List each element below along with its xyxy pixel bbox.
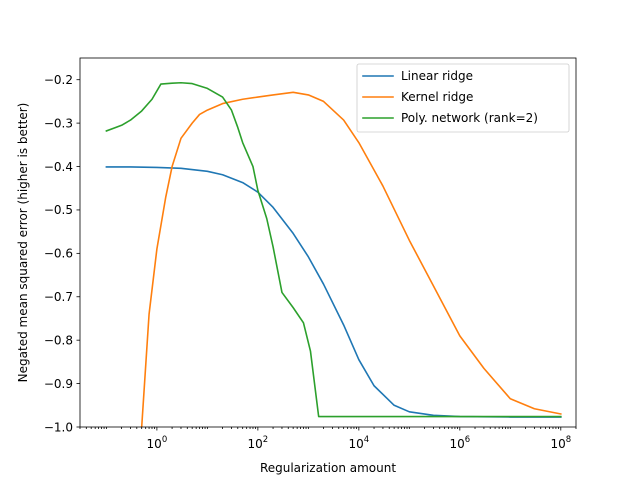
- x-axis-ticks: 100 102 104 106 108: [79, 427, 577, 451]
- x-tick-label: 106: [449, 435, 470, 451]
- series-line-kernel-ridge: [140, 91, 562, 427]
- y-tick-label: −0.4: [44, 160, 73, 174]
- y-tick-label: −0.8: [44, 333, 73, 347]
- series-line-poly-network-rank-2: [105, 81, 562, 418]
- y-tick-label: −0.3: [44, 116, 73, 130]
- y-tick-label: −0.5: [44, 203, 73, 217]
- y-axis-label: Negated mean squared error (higher is be…: [16, 103, 30, 383]
- y-tick-label: −0.2: [44, 73, 73, 87]
- legend-label-poly-network: Poly. network (rank=2): [401, 111, 538, 125]
- axes-spines: [79, 57, 577, 428]
- series-layer: [105, 81, 562, 427]
- series-line-linear-ridge: [105, 166, 562, 418]
- legend-box: [356, 63, 570, 133]
- y-tick-label: −0.6: [44, 247, 73, 261]
- legend-label-linear-ridge: Linear ridge: [401, 69, 473, 83]
- x-tick-label: 108: [550, 435, 571, 451]
- axes-frame: [79, 57, 577, 428]
- y-tick-label: −0.7: [44, 290, 73, 304]
- x-tick-label: 102: [248, 435, 269, 451]
- y-axis-ticks: −0.2 −0.3 −0.4 −0.5 −0.6 −0.7 −0.8 −0.9 −1.0: [44, 73, 80, 434]
- x-axis-label: Regularization amount: [260, 461, 396, 475]
- legend-label-kernel-ridge: Kernel ridge: [401, 90, 473, 104]
- y-tick-label: −1.0: [44, 420, 73, 434]
- x-tick-label: 104: [348, 435, 369, 451]
- x-tick-label: 100: [147, 435, 168, 451]
- y-tick-label: −0.9: [44, 377, 73, 391]
- legend: Linear ridge Kernel ridge Poly. network …: [356, 63, 570, 133]
